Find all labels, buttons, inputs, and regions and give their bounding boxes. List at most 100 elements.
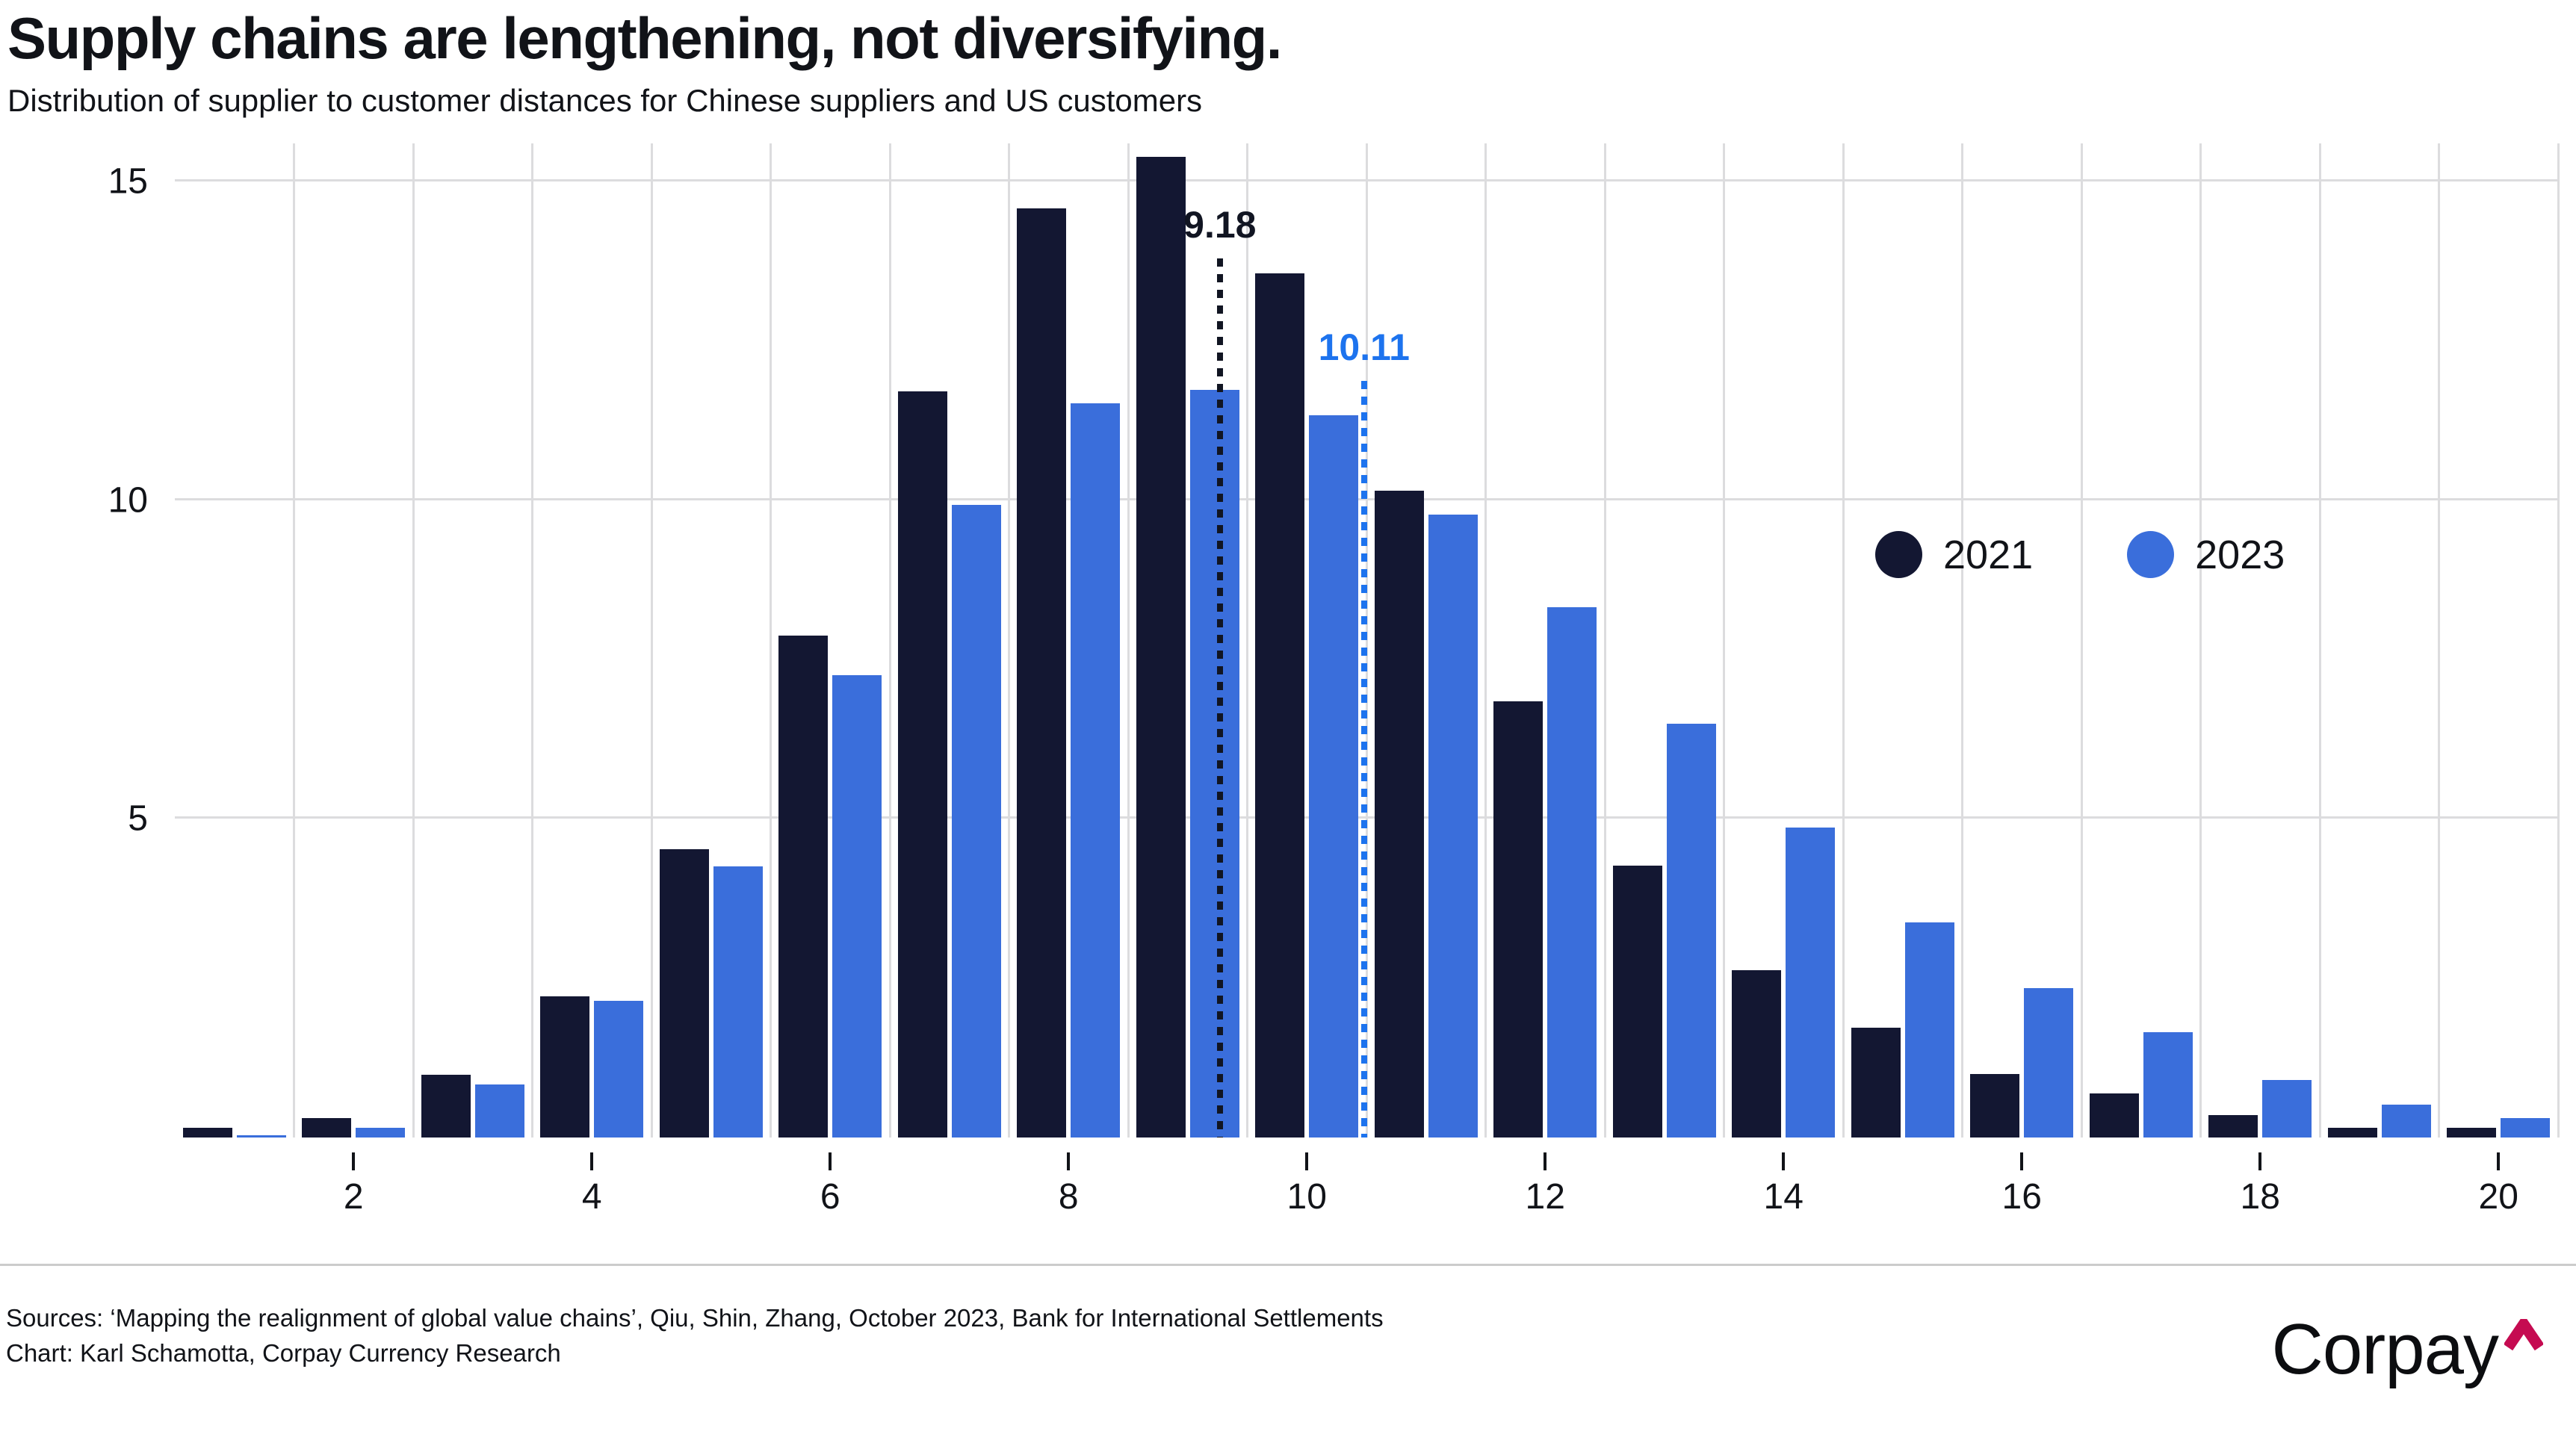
chart-legend: 2021 2023 [1875, 531, 2285, 578]
bar-2021-bin-9 [1136, 156, 1186, 1138]
gridline-x-7.5 [1008, 143, 1010, 1138]
bar-2023-bin-4 [594, 1000, 644, 1138]
corpay-caret-icon [2503, 1314, 2545, 1354]
x-tick-2 [352, 1152, 356, 1170]
bar-2023-bin-1 [236, 1135, 286, 1138]
bar-2021-bin-10 [1255, 273, 1305, 1138]
bar-2021-bin-16 [1970, 1073, 2020, 1138]
gridline-x-14.5 [1842, 143, 1845, 1138]
bar-2021-bin-2 [302, 1117, 352, 1138]
bar-group-19 [2327, 143, 2431, 1138]
legend-label-2023: 2023 [2195, 532, 2285, 577]
bar-2021-bin-17 [2089, 1093, 2139, 1138]
legend-label-2021: 2021 [1943, 532, 2034, 577]
plot-area: 5 10 15 2 4 6 8 10 12 14 16 18 20 9.18 10.11 [108, 143, 2560, 1217]
bar-group-11 [1374, 143, 1478, 1138]
x-axis-label-18: 18 [2240, 1177, 2280, 1217]
gridline-x-9.5 [1246, 143, 1248, 1138]
bar-2023-bin-15 [1904, 922, 1954, 1138]
bar-2023-bin-14 [1786, 828, 1836, 1138]
bar-2023-bin-16 [2024, 987, 2074, 1138]
x-tick-14 [1782, 1152, 1786, 1170]
chart-credit-line: Chart: Karl Schamotta, Corpay Currency R… [6, 1338, 561, 1367]
x-tick-18 [2258, 1152, 2262, 1170]
footer-credits: Sources: ‘Mapping the realignment of glo… [6, 1301, 1384, 1371]
x-tick-4 [590, 1152, 594, 1170]
gridline-x-2.5 [412, 143, 415, 1138]
page-title: Supply chains are lengthening, not diver… [7, 5, 1282, 71]
x-axis-label-6: 6 [820, 1177, 840, 1217]
bar-group-20 [2447, 143, 2551, 1138]
bar-group-10 [1255, 143, 1359, 1138]
bar-2023-bin-17 [2143, 1032, 2193, 1138]
mean-line-10.11 [1360, 381, 1367, 1138]
x-tick-6 [829, 1152, 832, 1170]
bar-group-14 [1732, 143, 1836, 1138]
x-axis-label-16: 16 [2001, 1177, 2042, 1217]
y-axis-label-10: 10 [108, 480, 148, 521]
x-axis-label-8: 8 [1058, 1177, 1079, 1217]
footer-divider [0, 1264, 2576, 1266]
chart-header: Supply chains are lengthening, not diver… [7, 4, 1282, 119]
gridline-x-1.5 [293, 143, 295, 1138]
bar-group-3 [421, 143, 524, 1138]
mean-label-9.18: 9.18 [1183, 203, 1257, 246]
x-axis-label-12: 12 [1525, 1177, 1565, 1217]
x-axis-label-14: 14 [1763, 1177, 1803, 1217]
mean-line-9.18 [1216, 258, 1223, 1138]
bar-group-8 [1017, 143, 1121, 1138]
legend-swatch-2021-icon [1875, 531, 1922, 578]
bar-2021-bin-11 [1374, 491, 1424, 1138]
gridline-x-17.5 [2199, 143, 2202, 1138]
x-tick-20 [2497, 1152, 2501, 1170]
gridline-x-20.5 [2557, 143, 2560, 1138]
x-tick-8 [1067, 1152, 1071, 1170]
bar-2021-bin-8 [1017, 208, 1067, 1138]
bar-2023-bin-8 [1071, 403, 1121, 1138]
legend-swatch-2023-icon [2127, 531, 2175, 578]
bar-2023-bin-2 [356, 1128, 406, 1138]
bar-2023-bin-10 [1309, 415, 1359, 1138]
bar-2023-bin-3 [474, 1084, 524, 1138]
corpay-logo: Corpay [2271, 1309, 2545, 1391]
corpay-logo-text: Corpay [2271, 1309, 2499, 1389]
gridline-x-5.5 [770, 143, 772, 1138]
bar-2023-bin-6 [832, 674, 882, 1138]
bar-2021-bin-13 [1612, 865, 1662, 1138]
bar-2023-bin-18 [2262, 1080, 2312, 1138]
bar-2023-bin-13 [1666, 724, 1716, 1138]
bar-group-6 [778, 143, 882, 1138]
x-tick-10 [1305, 1152, 1309, 1170]
gridline-x-18.5 [2318, 143, 2321, 1138]
bar-2021-bin-12 [1493, 701, 1544, 1138]
y-axis-label-5: 5 [128, 798, 148, 839]
gridline-x-12.5 [1603, 143, 1606, 1138]
x-axis-label-4: 4 [581, 1177, 602, 1217]
bar-2021-bin-6 [778, 635, 829, 1138]
y-axis-label-15: 15 [108, 161, 148, 202]
bar-group-18 [2208, 143, 2312, 1138]
bar-2021-bin-7 [897, 391, 947, 1138]
bar-group-16 [1970, 143, 2074, 1138]
legend-item-2021: 2021 [1875, 531, 2033, 578]
bar-group-1 [182, 143, 286, 1138]
x-tick-16 [2020, 1152, 2024, 1170]
bar-2023-bin-19 [2381, 1104, 2431, 1138]
sources-line: Sources: ‘Mapping the realignment of glo… [6, 1304, 1384, 1332]
gridline-x-16.5 [2080, 143, 2083, 1138]
bar-group-5 [659, 143, 763, 1138]
bar-2023-bin-20 [2501, 1117, 2551, 1138]
gridline-x-15.5 [1961, 143, 1963, 1138]
x-axis-label-20: 20 [2478, 1177, 2518, 1217]
gridline-x-13.5 [1723, 143, 1725, 1138]
gridline-x-19.5 [2438, 143, 2440, 1138]
bar-2023-bin-12 [1547, 607, 1597, 1138]
x-tick-12 [1544, 1152, 1547, 1170]
bar-group-2 [302, 143, 406, 1138]
bar-2021-bin-19 [2327, 1128, 2377, 1138]
gridline-x-11.5 [1484, 143, 1487, 1138]
legend-item-2023: 2023 [2127, 531, 2285, 578]
bar-group-7 [897, 143, 1001, 1138]
bar-2021-bin-15 [1851, 1028, 1901, 1138]
bar-2021-bin-5 [659, 848, 709, 1138]
